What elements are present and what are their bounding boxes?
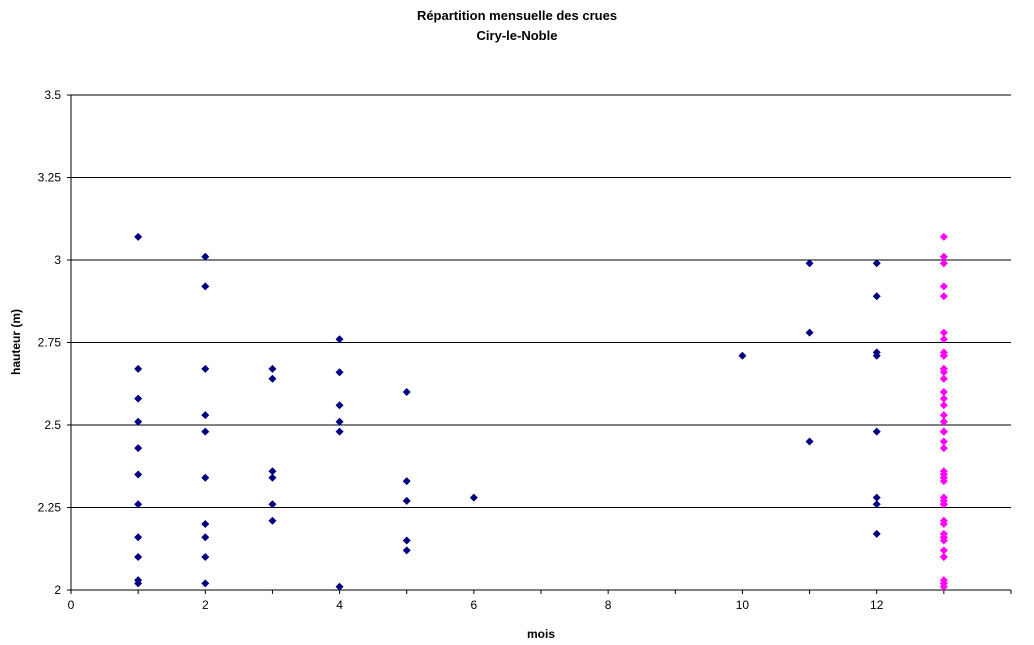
x-tick-label: 8 [605,598,612,612]
data-point [872,351,881,360]
grid-lines [71,94,1011,508]
axes [67,94,1012,594]
data-point [402,388,411,396]
data-point [134,444,143,453]
data-point [939,520,948,528]
data-point [939,427,948,436]
data-point [134,417,143,426]
data-point [402,546,411,555]
y-axis-label: hauteur (m) [9,309,23,375]
data-point [939,417,948,426]
data-point [268,467,277,476]
data-point [201,553,210,561]
data-point [268,364,277,373]
data-point [939,259,948,268]
data-point [201,473,210,482]
data-point [805,328,814,337]
data-point [134,553,143,561]
x-tick-label: 2 [202,598,209,612]
data-point [939,368,948,377]
data-point [201,364,210,373]
x-axis-label: mois [527,627,555,641]
data-point [201,252,210,261]
y-tick-label: 2.5 [44,418,61,432]
data-point [134,579,143,588]
data-point [939,388,948,396]
data-point [335,401,344,410]
data-point [939,282,948,291]
data-points [134,232,948,591]
data-point [939,546,948,555]
data-point [335,417,344,426]
data-point [872,292,881,301]
y-tick-label: 3.5 [44,88,61,102]
y-tick-label: 3 [54,253,61,267]
data-point [939,232,948,241]
data-point [134,232,143,241]
data-point [201,282,210,291]
x-tick-label: 10 [736,598,750,612]
data-point [939,394,948,403]
data-point [939,411,948,420]
data-point [805,437,814,446]
data-point [201,520,210,528]
data-point [939,553,948,561]
data-point [201,411,210,420]
data-point [872,500,881,509]
data-point [201,579,210,588]
data-point [201,533,210,542]
data-point [872,529,881,538]
data-point [201,427,210,436]
data-point [872,259,881,268]
y-tick-label: 2.25 [38,501,62,515]
x-tick-label: 4 [336,598,343,612]
data-point [939,351,948,360]
data-point [939,444,948,453]
x-tick-label: 0 [68,598,75,612]
data-point [268,500,277,509]
x-tick-label: 6 [471,598,478,612]
data-point [134,470,143,479]
data-point [268,374,277,383]
data-point [402,496,411,505]
data-point [872,427,881,436]
data-point [268,473,277,482]
chart-title: Répartition mensuelle des crues [417,8,617,23]
data-point [872,493,881,502]
data-point [939,292,948,301]
y-tick-label: 3.25 [38,171,62,185]
data-point [335,335,344,344]
data-point [939,252,948,261]
data-point [939,401,948,410]
data-point [939,374,948,383]
data-point [939,536,948,545]
data-point [335,368,344,377]
chart-subtitle: Ciry-le-Noble [477,28,558,43]
x-tick-label: 12 [870,598,884,612]
data-point [939,500,948,509]
data-point [469,493,478,502]
y-tick-label: 2.75 [38,336,62,350]
data-point [402,536,411,545]
data-point [335,582,344,591]
data-point [805,259,814,268]
data-point [939,437,948,446]
data-point [939,335,948,344]
data-point [134,364,143,373]
data-point [402,477,411,486]
data-point [939,477,948,486]
data-point [335,427,344,436]
data-point [268,516,277,525]
y-tick-label: 2 [54,583,61,597]
data-point [738,351,747,360]
data-point [939,328,948,337]
data-point [134,500,143,509]
data-point [939,582,948,591]
data-point [134,394,143,403]
data-point [134,533,143,542]
